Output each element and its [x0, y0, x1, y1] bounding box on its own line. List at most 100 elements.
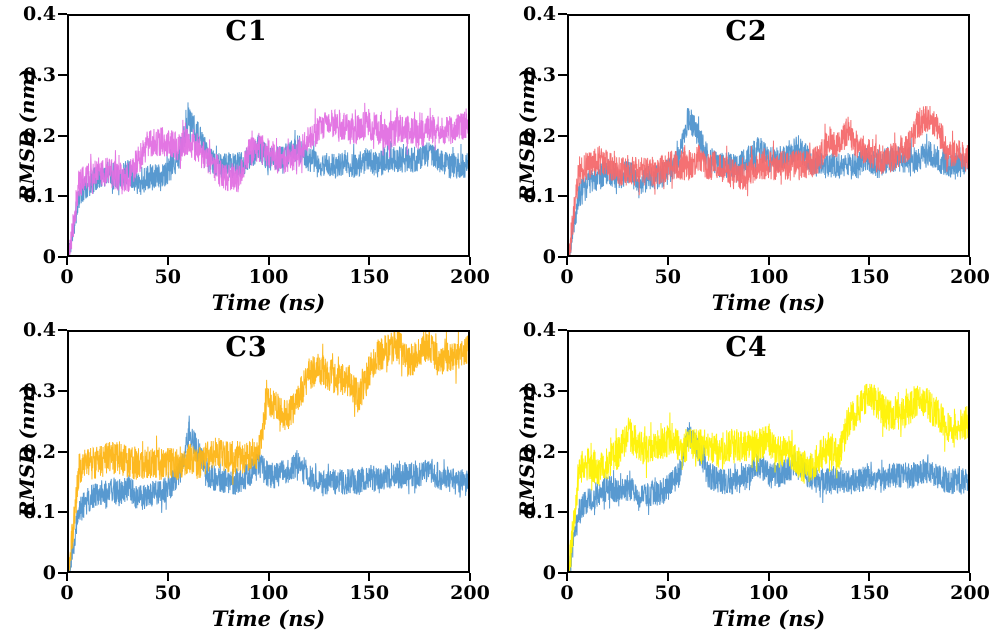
series-yellow-trace: [569, 383, 968, 571]
x-tick-label: 200: [450, 582, 490, 604]
x-tick-label: 150: [349, 266, 390, 288]
y-tick-marks: [500, 13, 567, 258]
y-tick-mark: [58, 195, 67, 198]
x-tick-labels: 0 50 100 150 200: [560, 266, 989, 290]
panel-title-c1: C1: [225, 16, 268, 47]
y-tick-mark: [558, 195, 567, 198]
panel-c1: RMSD (nm) 0.4 0.3 0.2 0.1 0 C1 0 50 100 …: [0, 0, 500, 316]
y-tick-label: 0.3: [522, 63, 556, 86]
x-tick-marks: [566, 257, 971, 265]
plot-area-c3: [67, 330, 470, 573]
x-tick-label: 150: [849, 582, 890, 604]
y-tick-label: 0.1: [22, 501, 56, 524]
y-tick-labels: 0.4 0.3 0.2 0.1 0: [500, 319, 556, 584]
y-tick-label: 0.1: [522, 185, 556, 208]
y-tick-label: 0.2: [22, 124, 56, 147]
x-tick-label: 200: [950, 266, 990, 288]
y-tick-mark: [58, 511, 67, 514]
x-tick-mark: [469, 573, 471, 581]
x-tick-mark: [566, 573, 568, 581]
x-tick-label: 0: [560, 266, 574, 288]
x-tick-mark: [66, 573, 68, 581]
x-tick-mark: [969, 573, 971, 581]
y-tick-mark: [558, 13, 567, 15]
chart-svg-c3: [69, 332, 468, 571]
y-tick-label: 0.2: [522, 124, 556, 147]
chart-svg-c2: [569, 105, 968, 255]
y-tick-label: 0.1: [22, 185, 56, 208]
y-tick-marks: [0, 13, 67, 258]
x-tick-label: 50: [654, 266, 681, 288]
y-tick-mark: [558, 134, 567, 137]
series-blue-trace: [569, 422, 968, 571]
x-tick-label: 150: [849, 266, 890, 288]
y-tick-mark: [558, 572, 567, 574]
y-tick-mark: [558, 511, 567, 514]
x-tick-label: 200: [450, 266, 490, 288]
x-tick-mark: [166, 573, 169, 581]
panel-title-c2: C2: [725, 16, 768, 47]
series-orange-trace: [69, 332, 468, 571]
y-tick-label: 0.4: [522, 3, 556, 25]
x-tick-mark: [969, 257, 971, 265]
series-violet-trace: [69, 102, 468, 255]
y-tick-mark: [58, 389, 67, 392]
x-tick-mark: [767, 573, 770, 581]
x-tick-label: 0: [560, 582, 574, 604]
y-tick-mark: [58, 13, 67, 15]
series-blue-trace: [69, 415, 468, 571]
panel-title-c4: C4: [725, 332, 768, 363]
y-tick-mark: [58, 329, 67, 331]
series-blue-trace: [569, 108, 968, 255]
x-tick-mark: [66, 257, 68, 265]
y-tick-mark: [558, 450, 567, 453]
y-tick-label: 0.4: [22, 3, 56, 25]
x-tick-labels: 0 50 100 150 200: [60, 266, 489, 290]
y-tick-mark: [558, 256, 567, 258]
y-tick-mark: [558, 73, 567, 76]
chart-svg-c4: [569, 383, 968, 571]
x-tick-label: 50: [154, 582, 181, 604]
x-tick-mark: [368, 257, 371, 265]
x-tick-mark: [267, 573, 270, 581]
x-tick-label: 100: [748, 266, 789, 288]
y-tick-mark: [58, 450, 67, 453]
y-tick-label: 0.4: [522, 319, 556, 341]
x-tick-labels: 0 50 100 150 200: [560, 582, 989, 606]
y-tick-label: 0.2: [22, 440, 56, 463]
y-tick-label: 0.2: [522, 440, 556, 463]
chart-svg-c1: [69, 102, 468, 255]
x-tick-label: 100: [748, 582, 789, 604]
series-red-trace: [569, 105, 968, 255]
plot-area-c1: [67, 14, 470, 257]
x-tick-label: 50: [154, 266, 181, 288]
y-tick-label: 0: [542, 246, 556, 268]
x-tick-label: 100: [248, 582, 289, 604]
x-tick-mark: [767, 257, 770, 265]
y-tick-labels: 0.4 0.3 0.2 0.1 0: [0, 3, 56, 268]
x-tick-mark: [267, 257, 270, 265]
panel-c3: RMSD (nm) 0.4 0.3 0.2 0.1 0 C3 0 50 100 …: [0, 316, 500, 632]
x-tick-label: 150: [349, 582, 390, 604]
x-tick-mark: [868, 573, 871, 581]
y-tick-marks: [0, 329, 67, 574]
y-tick-mark: [58, 134, 67, 137]
x-axis-label: Time (ns): [211, 606, 326, 631]
y-tick-label: 0: [542, 562, 556, 584]
x-tick-mark: [469, 257, 471, 265]
y-tick-label: 0: [42, 246, 56, 268]
x-tick-label: 0: [60, 582, 74, 604]
x-tick-label: 50: [654, 582, 681, 604]
x-tick-marks: [66, 573, 471, 581]
x-tick-label: 200: [950, 582, 990, 604]
y-tick-mark: [58, 73, 67, 76]
y-tick-labels: 0.4 0.3 0.2 0.1 0: [0, 319, 56, 584]
y-tick-label: 0.3: [22, 63, 56, 86]
x-tick-mark: [868, 257, 871, 265]
y-tick-label: 0.4: [22, 319, 56, 341]
y-tick-labels: 0.4 0.3 0.2 0.1 0: [500, 3, 556, 268]
x-tick-mark: [666, 257, 669, 265]
plot-area-c2: [567, 14, 970, 257]
y-tick-label: 0.3: [22, 379, 56, 402]
